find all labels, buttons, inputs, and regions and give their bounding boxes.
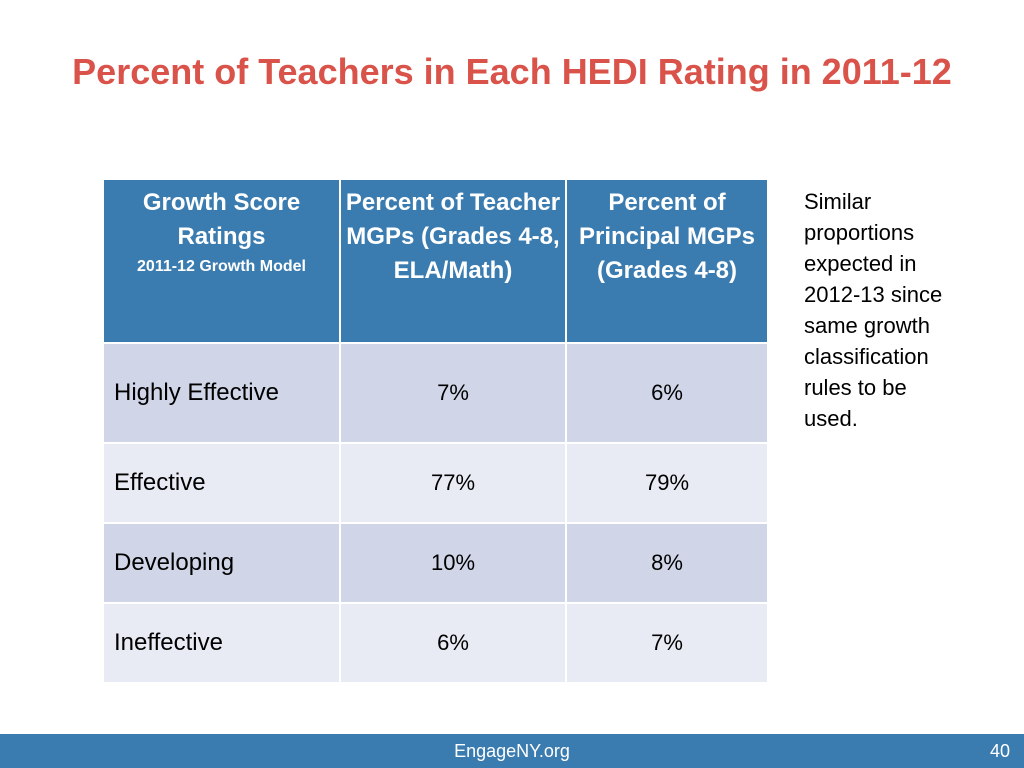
header-label: Growth Score Ratings <box>142 189 301 250</box>
hedi-rating-table: Growth Score Ratings 2011-12 Growth Mode… <box>102 178 769 684</box>
table-row: Developing 10% 8% <box>102 522 769 604</box>
header-principal-mgps: Percent of Principal MGPs (Grades 4-8) <box>565 178 769 344</box>
header-teacher-mgps: Percent of Teacher MGPs (Grades 4-8, ELA… <box>339 178 567 344</box>
footer-bar: EngageNY.org 40 <box>0 734 1024 768</box>
table-row: Ineffective 6% 7% <box>102 602 769 684</box>
table-row: Effective 77% 79% <box>102 442 769 524</box>
teacher-percent: 7% <box>339 342 567 444</box>
slide-title: Percent of Teachers in Each HEDI Rating … <box>72 51 952 92</box>
header-sublabel: 2011-12 Growth Model <box>137 258 306 275</box>
rating-label: Effective <box>102 442 341 524</box>
teacher-percent: 77% <box>339 442 567 524</box>
header-growth-score-ratings: Growth Score Ratings 2011-12 Growth Mode… <box>102 178 341 344</box>
principal-percent: 8% <box>565 522 769 604</box>
table-row: Highly Effective 7% 6% <box>102 342 769 444</box>
footer-site-label: EngageNY.org <box>454 741 570 761</box>
header-label: Percent of Principal MGPs (Grades 4-8) <box>578 189 756 284</box>
rating-label: Ineffective <box>102 602 341 684</box>
principal-percent: 6% <box>565 342 769 444</box>
teacher-percent: 10% <box>339 522 567 604</box>
header-label: Percent of Teacher MGPs (Grades 4-8, ELA… <box>345 189 561 284</box>
rating-label: Highly Effective <box>102 342 341 444</box>
teacher-percent: 6% <box>339 602 567 684</box>
principal-percent: 7% <box>565 602 769 684</box>
principal-percent: 79% <box>565 442 769 524</box>
side-note: Similar proportions expected in 2012-13 … <box>804 189 943 431</box>
table-header-row: Growth Score Ratings 2011-12 Growth Mode… <box>102 178 769 344</box>
rating-label: Developing <box>102 522 341 604</box>
page-number: 40 <box>989 741 1010 761</box>
